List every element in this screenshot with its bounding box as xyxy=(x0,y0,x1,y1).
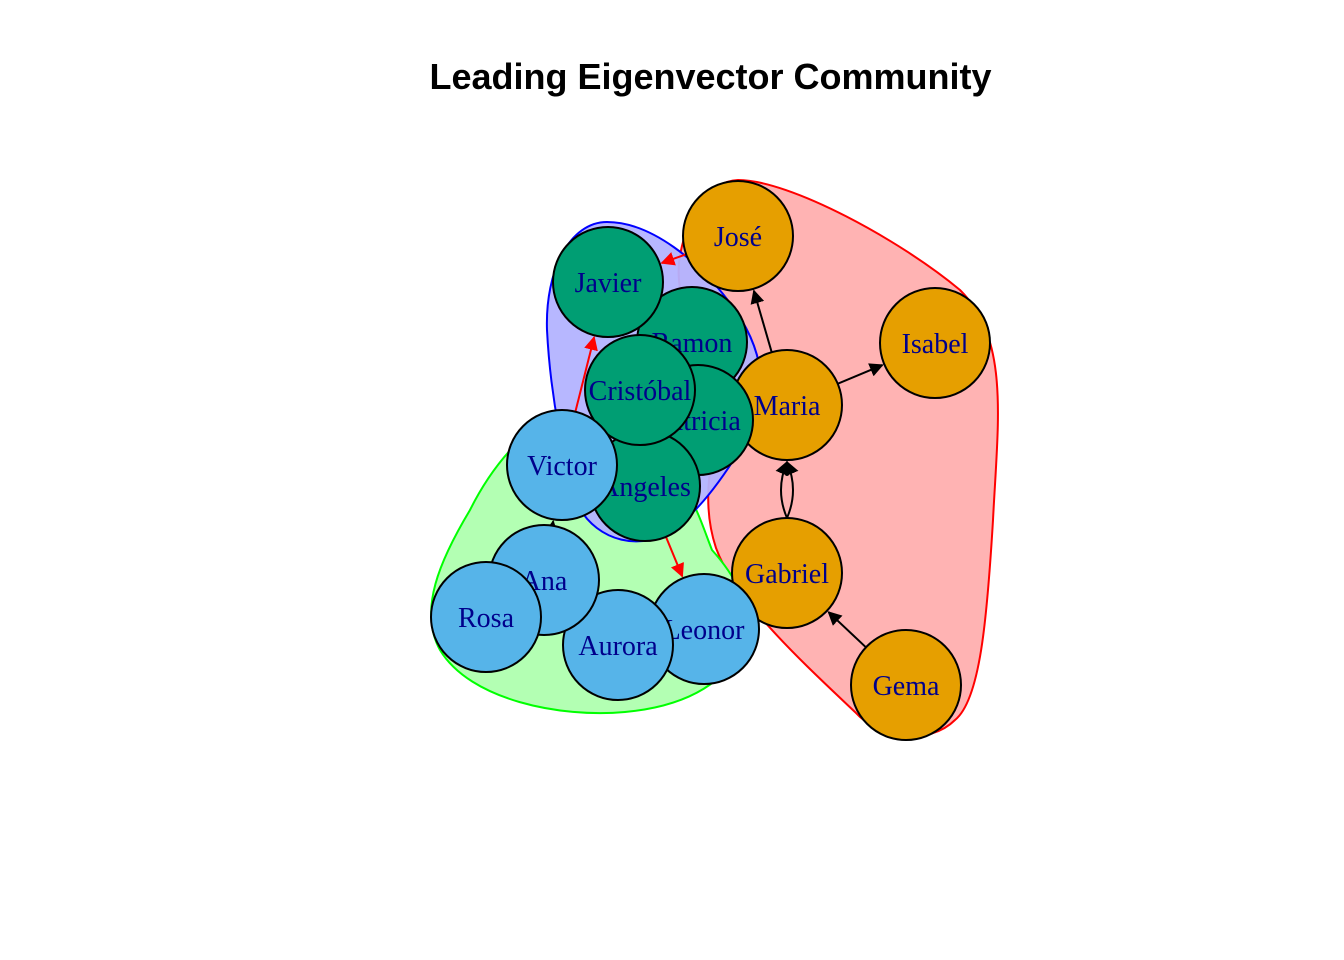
node-rosa-circle xyxy=(430,561,542,673)
node-rosa-label: Rosa xyxy=(458,603,515,634)
edge-gabriel-to-maria xyxy=(775,460,789,519)
diagram-title: Leading Eigenvector Community xyxy=(429,56,992,97)
node-gabriel-circle xyxy=(731,517,843,629)
node-leonor-label: Leonor xyxy=(664,615,746,646)
node-jose-circle xyxy=(682,180,794,292)
node-jose-label: José xyxy=(714,222,762,253)
node-aurora-label: Aurora xyxy=(578,631,658,662)
node-gema-label: Gema xyxy=(873,671,940,702)
edge-maria-to-isabel xyxy=(837,363,884,385)
edge-jose-to-javier xyxy=(660,252,687,266)
node-cristobal: Cristóbal xyxy=(584,334,696,446)
node-aurora: Aurora xyxy=(562,589,674,701)
edge-gabriel-to-maria xyxy=(785,460,799,519)
node-maria-label: Maria xyxy=(754,391,821,422)
node-isabel: Isabel xyxy=(879,287,991,399)
node-isabel-circle xyxy=(879,287,991,399)
node-cristobal-label: Cristóbal xyxy=(589,376,692,407)
node-jose: José xyxy=(682,180,794,292)
node-javier-label: Javier xyxy=(575,268,643,299)
node-javier: Javier xyxy=(552,226,664,338)
node-rosa: Rosa xyxy=(430,561,542,673)
node-gema-circle xyxy=(850,629,962,741)
node-aurora-circle xyxy=(562,589,674,701)
edge-gema-to-gabriel xyxy=(827,611,867,649)
edge-maria-to-jose xyxy=(750,289,773,353)
node-leonor: Leonor xyxy=(648,573,760,685)
nodes-layer: JoséIsabelMariaGabrielGemaRamonPatriciaÁ… xyxy=(430,180,991,741)
edge-victor-to-javier xyxy=(574,335,598,412)
node-javier-circle xyxy=(552,226,664,338)
node-gema: Gema xyxy=(850,629,962,741)
node-gabriel-label: Gabriel xyxy=(745,559,829,590)
node-maria: Maria xyxy=(731,349,843,461)
node-victor: Victor xyxy=(506,409,618,521)
node-isabel-label: Isabel xyxy=(902,329,969,360)
node-victor-circle xyxy=(506,409,618,521)
node-gabriel: Gabriel xyxy=(731,517,843,629)
edges-layer xyxy=(544,252,884,649)
node-cristobal-circle xyxy=(584,334,696,446)
node-victor-label: Victor xyxy=(527,451,598,482)
edge-angeles-to-leonor xyxy=(665,536,684,578)
